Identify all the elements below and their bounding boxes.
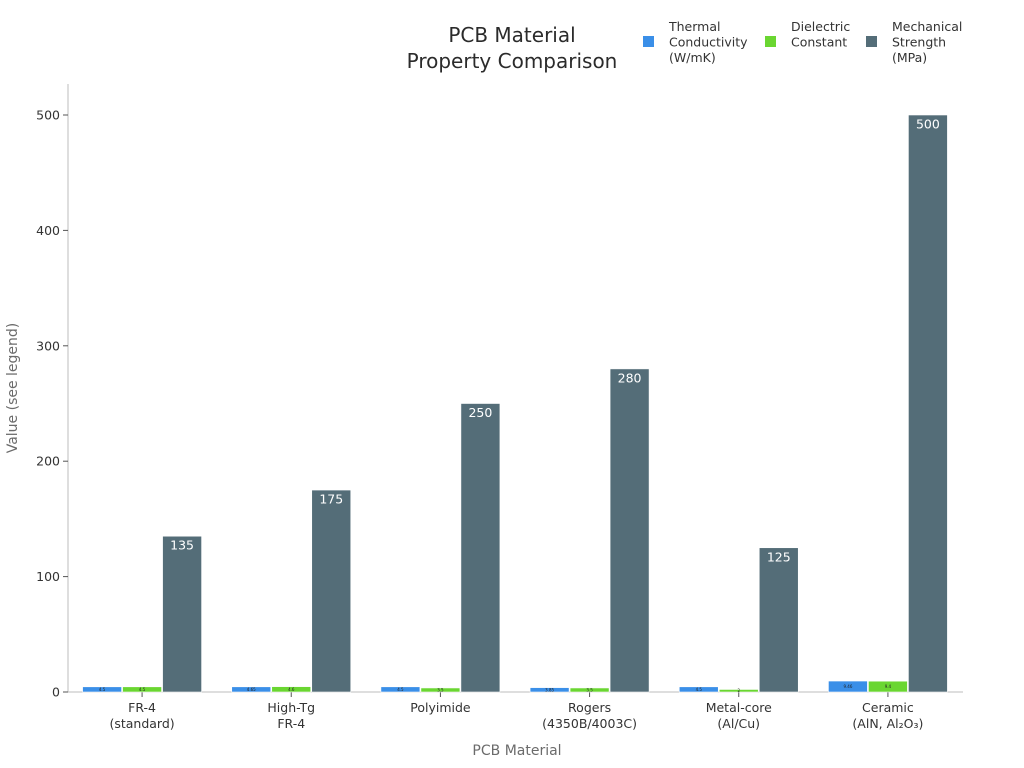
legend-swatch [643, 36, 654, 47]
bar-data-label: 250 [468, 405, 492, 420]
chart-title-line-2: Property Comparison [407, 49, 618, 73]
bar [529, 687, 570, 693]
x-tick-label: (4350B/4003C) [542, 716, 637, 731]
legend-label: Mechanical [892, 19, 962, 34]
bar [122, 686, 162, 693]
y-tick-label: 0 [52, 685, 60, 700]
bar-data-label: 280 [618, 370, 642, 385]
bar-data-label: 125 [767, 549, 791, 564]
legend-label: Constant [791, 35, 847, 50]
x-tick-label: High-Tg [267, 700, 315, 715]
bars [82, 114, 948, 693]
bar [569, 687, 610, 693]
y-tick-label: 100 [36, 569, 60, 584]
x-tick-label: Ceramic [862, 700, 914, 715]
bar [311, 489, 352, 693]
bar-data-label: 4.5 [696, 687, 703, 692]
bar-data-label: 3.5 [437, 687, 444, 692]
bar [231, 686, 272, 693]
bar [609, 368, 650, 693]
y-axis-label: Value (see legend) [5, 323, 21, 454]
bar-data-label: 4.5 [99, 687, 106, 692]
bar-data-label: 175 [319, 492, 343, 507]
x-tick-label: Polyimide [410, 700, 471, 715]
bar-labels: 4.5 4.5 135 4.65 4.6 175 4.5 3.5 250 3.85 3.5 280 4.… [99, 117, 940, 694]
bar [271, 686, 312, 693]
x-tick-label: (Al/Cu) [717, 716, 760, 731]
chart-title: PCB Material Property Comparison [407, 23, 618, 73]
x-tick-label: (standard) [109, 716, 174, 731]
bar [162, 535, 202, 693]
bar [868, 680, 908, 693]
x-axis-label: PCB Material [472, 743, 561, 759]
y-tick-label: 500 [36, 108, 60, 123]
legend-label: Conductivity [669, 35, 748, 50]
bar-data-label: 4.5 [139, 687, 146, 692]
axes: 0100200300400500FR-4(standard)High-TgFR-… [36, 84, 963, 731]
x-tick-label: (AlN, Al₂O₃) [852, 716, 923, 731]
x-tick-label: Rogers [568, 700, 611, 715]
bar [420, 687, 461, 693]
bar [380, 686, 421, 693]
bar-data-label: 9.46 [843, 684, 852, 689]
bar-data-label: 2 [737, 688, 740, 693]
bar-data-label: 500 [916, 117, 940, 132]
x-tick-label: FR-4 [128, 700, 156, 715]
bar [908, 114, 948, 693]
legend-label: (W/mK) [669, 50, 716, 65]
legend-label: Thermal [668, 19, 720, 34]
bar-data-label: 3.85 [545, 687, 554, 692]
legend-swatch [765, 36, 776, 47]
chart-title-line-1: PCB Material [448, 23, 575, 47]
legend-label: (MPa) [892, 50, 927, 65]
bar-data-label: 3.5 [586, 687, 593, 692]
x-tick-label: Metal-core [706, 700, 772, 715]
bar [82, 686, 122, 693]
bar-data-label: 4.5 [397, 687, 404, 692]
bar [718, 689, 759, 693]
bar [460, 403, 501, 693]
bar [678, 686, 719, 693]
legend-swatch [866, 36, 877, 47]
bar-data-label: 4.6 [288, 687, 295, 692]
bar-data-label: 135 [170, 538, 194, 553]
y-tick-label: 400 [36, 223, 60, 238]
y-tick-label: 300 [36, 338, 60, 353]
legend-label: Strength [892, 35, 946, 50]
legend-label: Dielectric [791, 19, 850, 34]
bar [758, 547, 799, 693]
y-tick-label: 200 [36, 454, 60, 469]
x-tick-label: FR-4 [277, 716, 305, 731]
bar-data-label: 4.65 [247, 687, 256, 692]
bar-data-label: 9.4 [885, 684, 892, 689]
bar [828, 680, 868, 693]
